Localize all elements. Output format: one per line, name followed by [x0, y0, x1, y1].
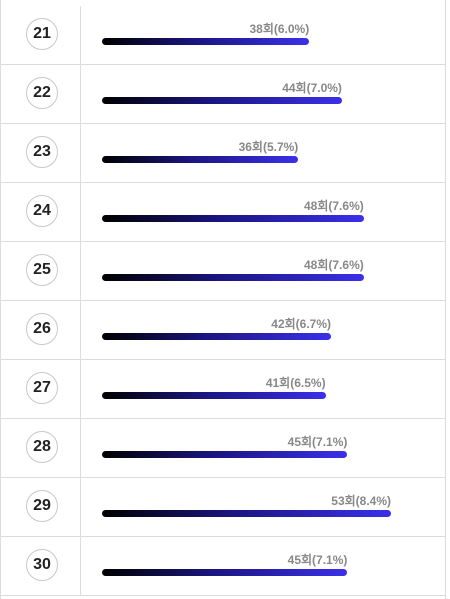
number-cell: 26	[1, 301, 81, 359]
table-row: 23 36회(5.7%)	[1, 124, 445, 183]
table-row: 25 48회(7.6%)	[1, 242, 445, 301]
bar-data-label: 42회(6.7%)	[271, 317, 332, 331]
bar-data-label: 48회(7.6%)	[304, 258, 364, 272]
frequency-bar	[102, 215, 364, 222]
number-ball: 25	[26, 254, 58, 286]
table-row: 29 53회(8.4%)	[1, 478, 445, 537]
number-cell: 21	[1, 6, 81, 64]
table-row: 22 44회(7.0%)	[1, 65, 445, 124]
bar-data-label: 44회(7.0%)	[282, 81, 342, 95]
bar-data-label: 38회(6.0%)	[249, 22, 310, 36]
number-cell: 28	[1, 419, 81, 477]
number-cell: 29	[1, 478, 81, 536]
bar-data-label: 53회(8.4%)	[331, 494, 391, 508]
number-cell: 30	[1, 537, 81, 595]
number-ball: 29	[26, 490, 58, 522]
number-cell: 22	[1, 65, 81, 123]
number-ball: 21	[26, 18, 58, 50]
number-cell: 27	[1, 360, 81, 418]
frequency-bar	[102, 38, 310, 45]
frequency-bar	[102, 333, 332, 340]
number-ball: 24	[26, 195, 58, 227]
table-row: 21 38회(6.0%)	[1, 6, 445, 65]
bar-data-label: 45회(7.1%)	[287, 435, 348, 449]
frequency-bar	[102, 156, 299, 163]
frequency-bar	[102, 274, 364, 281]
table-row: 26 42회(6.7%)	[1, 301, 445, 360]
number-cell: 25	[1, 242, 81, 300]
bar-data-label: 36회(5.7%)	[238, 140, 299, 154]
number-cell: 23	[1, 124, 81, 182]
frequency-bar	[102, 97, 342, 104]
frequency-bar	[102, 451, 348, 458]
frequency-bar	[102, 392, 326, 399]
frequency-bar	[102, 569, 348, 576]
frequency-bar	[102, 510, 391, 517]
bar-data-label: 45회(7.1%)	[287, 553, 348, 567]
number-ball: 22	[26, 77, 58, 109]
table-row: 28 45회(7.1%)	[1, 419, 445, 478]
table-row: 30 45회(7.1%)	[1, 537, 445, 596]
bar-data-label: 41회(6.5%)	[265, 376, 326, 390]
table-row: 27 41회(6.5%)	[1, 360, 445, 419]
number-ball: 26	[26, 313, 58, 345]
bar-data-label: 48회(7.6%)	[304, 199, 364, 213]
table-row: 24 48회(7.6%)	[1, 183, 445, 242]
number-ball: 27	[26, 372, 58, 404]
number-cell: 24	[1, 183, 81, 241]
number-ball: 23	[26, 136, 58, 168]
number-ball: 30	[26, 549, 58, 581]
number-ball: 28	[26, 431, 58, 463]
